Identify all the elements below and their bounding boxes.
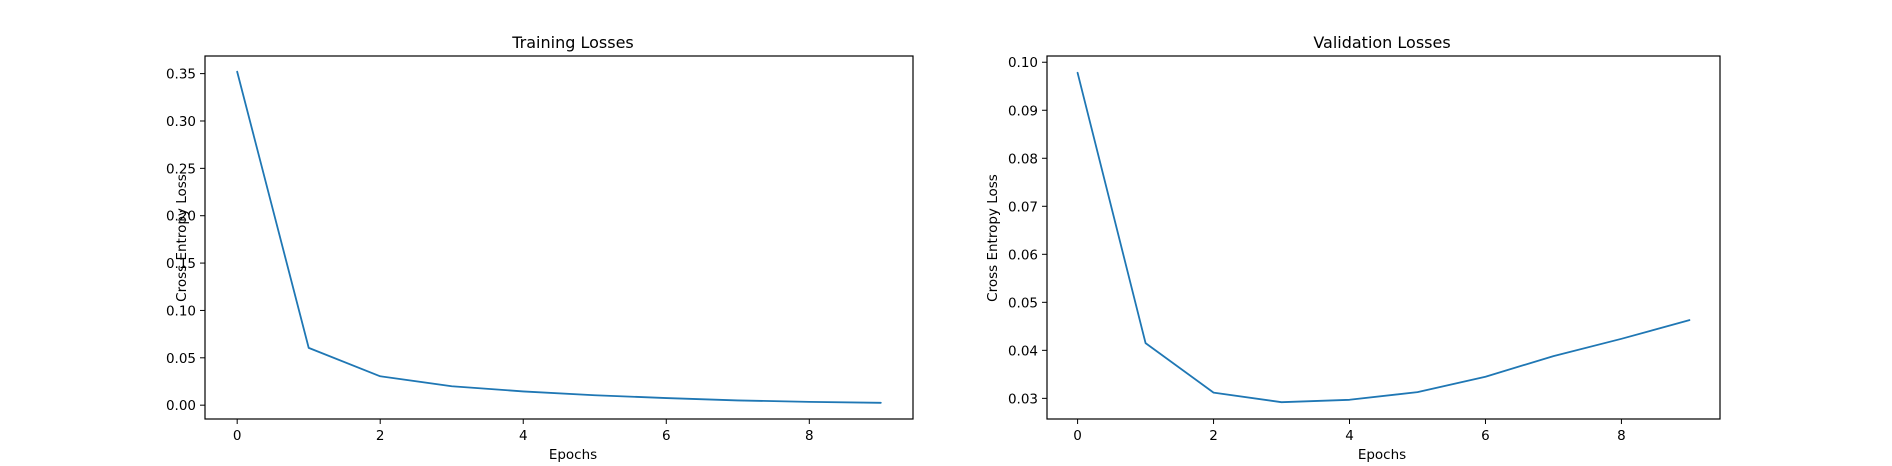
chart-title: Validation Losses (1313, 33, 1450, 52)
x-tick-label: 8 (805, 428, 814, 444)
x-tick-label: 0 (1073, 428, 1082, 444)
series-layer (236, 70, 882, 404)
x-tick-label: 4 (1345, 428, 1354, 444)
y-tick-label: 0.10 (166, 303, 196, 319)
x-tick-label: 2 (376, 428, 385, 444)
axis-ticks: 0 2 4 6 8 0.00 0.05 0.10 0.15 0.20 0.25 0.30 0.35 (166, 67, 814, 444)
y-axis-label: Cross Entropy Loss (985, 174, 1001, 302)
x-tick-label: 8 (1617, 428, 1626, 444)
series-line (236, 70, 882, 404)
y-axis-label: Cross Entropy Loss (174, 174, 190, 302)
y-tick-label: 0.03 (1008, 391, 1038, 407)
x-tick-label: 0 (233, 428, 242, 444)
validation-losses-chart: Validation Losses Epochs Cross Entropy L… (985, 33, 1721, 463)
plot-frame (1046, 55, 1721, 420)
y-tick-label: 0.09 (1008, 103, 1038, 119)
y-tick-label: 0.05 (166, 351, 196, 367)
series-layer (1076, 71, 1691, 404)
y-tick-label: 0.05 (1008, 295, 1038, 311)
y-tick-label: 0.10 (1008, 55, 1038, 71)
x-axis-label: Epochs (549, 447, 597, 463)
y-tick-label: 0.35 (166, 67, 196, 83)
y-tick-label: 0.04 (1008, 343, 1038, 359)
chart-title: Training Losses (511, 33, 634, 52)
y-tick-label: 0.07 (1008, 199, 1038, 215)
training-losses-chart: Training Losses Epochs Cross Entropy Los… (166, 33, 914, 463)
y-tick-label: 0.30 (166, 114, 196, 130)
x-tick-label: 6 (662, 428, 671, 444)
x-axis-label: Epochs (1358, 447, 1406, 463)
y-tick-label: 0.20 (166, 209, 196, 225)
y-tick-label: 0.00 (166, 398, 196, 414)
y-tick-label: 0.06 (1008, 247, 1038, 263)
x-tick-label: 4 (519, 428, 528, 444)
x-tick-label: 6 (1481, 428, 1490, 444)
x-tick-label: 2 (1209, 428, 1218, 444)
axis-ticks: 0 2 4 6 8 0.03 0.04 0.05 0.06 0.07 0.08 0.09 0.10 (1008, 55, 1626, 444)
y-tick-label: 0.25 (166, 161, 196, 177)
plot-frame (204, 55, 914, 420)
y-tick-label: 0.15 (166, 256, 196, 272)
y-tick-label: 0.08 (1008, 151, 1038, 167)
series-line (1076, 71, 1691, 404)
